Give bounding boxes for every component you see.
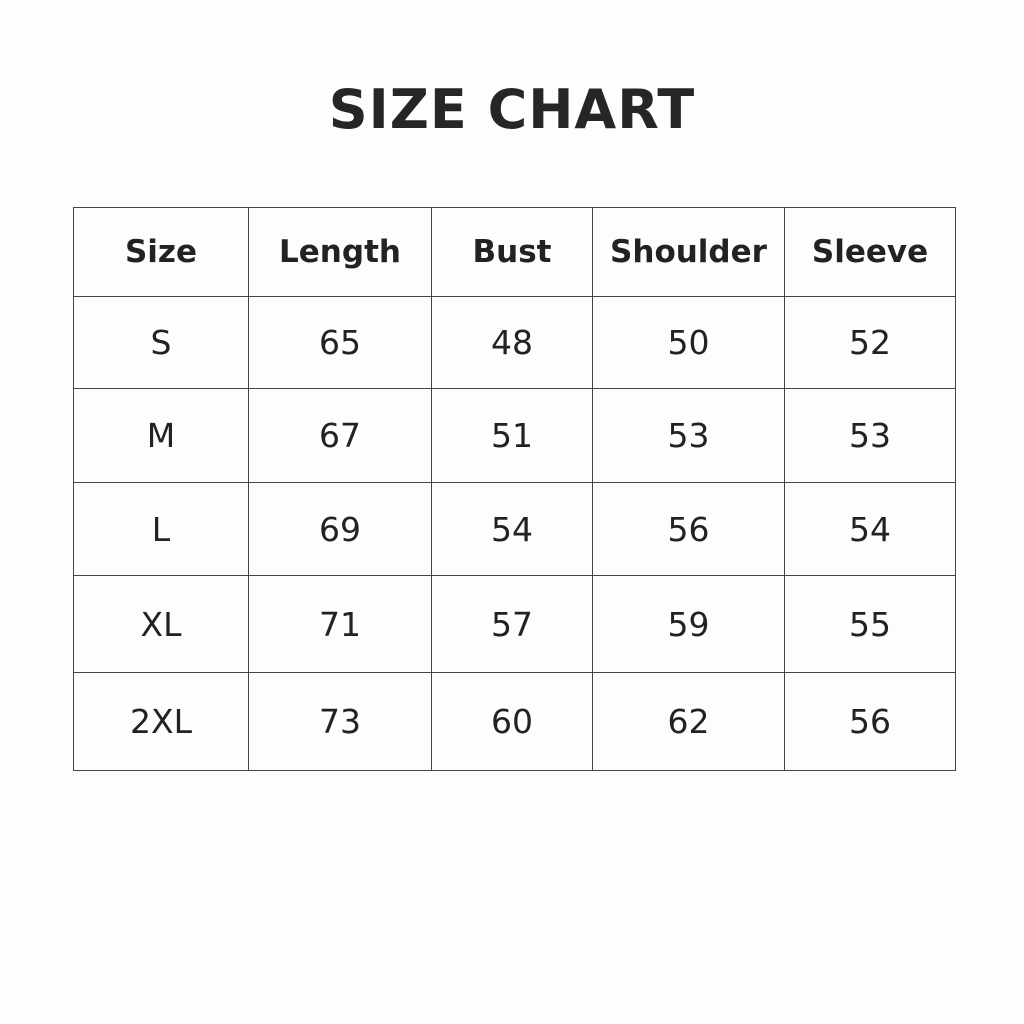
column-header: Bust xyxy=(431,207,593,297)
table-cell: 54 xyxy=(784,482,956,576)
table-cell: 56 xyxy=(784,672,956,771)
table-cell: 53 xyxy=(784,388,956,483)
table-cell: 65 xyxy=(248,296,432,389)
table-cell: 48 xyxy=(431,296,593,389)
table-cell: 67 xyxy=(248,388,432,483)
table-row: M 67 51 53 53 xyxy=(73,388,956,483)
column-header: Sleeve xyxy=(784,207,956,297)
column-header: Shoulder xyxy=(592,207,785,297)
column-header: Length xyxy=(248,207,432,297)
table-cell: 2XL xyxy=(73,672,249,771)
table-cell: 53 xyxy=(592,388,785,483)
table-row: L 69 54 56 54 xyxy=(73,482,956,576)
table-cell: 56 xyxy=(592,482,785,576)
table-cell: 51 xyxy=(431,388,593,483)
table-cell: L xyxy=(73,482,249,576)
table-cell: 60 xyxy=(431,672,593,771)
table-cell: 52 xyxy=(784,296,956,389)
table-row: XL 71 57 59 55 xyxy=(73,575,956,673)
table-cell: 50 xyxy=(592,296,785,389)
table-cell: 69 xyxy=(248,482,432,576)
page-title: SIZE CHART xyxy=(328,78,696,141)
table-cell: 59 xyxy=(592,575,785,673)
table-cell: M xyxy=(73,388,249,483)
table-cell: 57 xyxy=(431,575,593,673)
table-cell: 62 xyxy=(592,672,785,771)
table-cell: 54 xyxy=(431,482,593,576)
table-header-row: Size Length Bust Shoulder Sleeve xyxy=(73,207,956,297)
table-row: S 65 48 50 52 xyxy=(73,296,956,389)
table-cell: 71 xyxy=(248,575,432,673)
table-cell: 73 xyxy=(248,672,432,771)
table-cell: S xyxy=(73,296,249,389)
table-cell: XL xyxy=(73,575,249,673)
table-cell: 55 xyxy=(784,575,956,673)
size-table: Size Length Bust Shoulder Sleeve S 65 48 50… xyxy=(73,207,956,771)
table-row: 2XL 73 60 62 56 xyxy=(73,672,956,771)
column-header: Size xyxy=(73,207,249,297)
